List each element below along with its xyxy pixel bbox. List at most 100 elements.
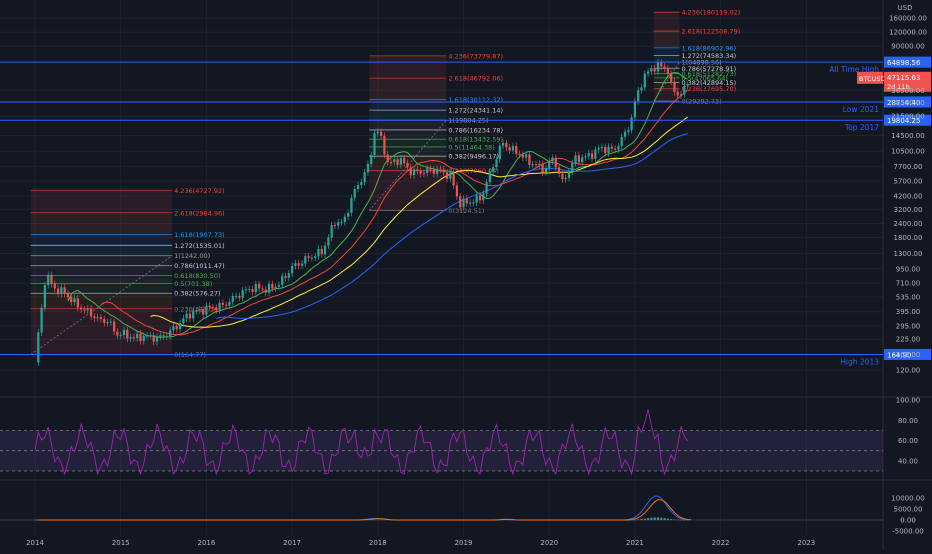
- time-tick-label: 2014: [26, 539, 44, 547]
- level-label: Top 2017: [844, 123, 879, 132]
- candle-body: [327, 237, 330, 246]
- price-tick-label: 10500.00: [891, 148, 924, 156]
- candle-body: [679, 94, 683, 96]
- candle-body: [317, 248, 320, 257]
- candle-body: [205, 305, 208, 315]
- fib-zone: [30, 308, 173, 355]
- candle-body: [637, 90, 640, 102]
- fib-zone: [369, 78, 447, 100]
- fib-level-label: 0.236(419.50): [174, 305, 220, 313]
- candle-body: [666, 68, 669, 74]
- macd-histogram-bar: [643, 518, 646, 520]
- level-label: High 2013: [840, 357, 879, 366]
- candle-body: [459, 196, 462, 208]
- macd-tick-label: 0.00: [900, 517, 916, 525]
- candle-body: [600, 146, 604, 148]
- candle-body: [307, 256, 310, 259]
- candle-body: [47, 274, 50, 286]
- candle-body: [412, 169, 416, 176]
- candle-body: [192, 310, 195, 319]
- candle-body: [653, 68, 656, 72]
- time-tick-label: 2015: [112, 539, 130, 547]
- time-tick-label: 2023: [797, 539, 815, 547]
- fib-level-label: 1(1242.00): [174, 252, 210, 260]
- level-price-tag: [884, 96, 931, 108]
- candle-body: [343, 216, 346, 223]
- candle-body: [683, 85, 686, 95]
- candle-body: [686, 84, 689, 86]
- candle-body: [534, 164, 538, 166]
- candle-body: [258, 283, 261, 289]
- fib-zone: [30, 265, 173, 276]
- candle-body: [277, 284, 281, 287]
- symbol-tag: [857, 71, 883, 84]
- candle-body: [501, 142, 505, 146]
- candle-body: [182, 318, 185, 324]
- candle-body: [340, 222, 343, 224]
- candle-body: [646, 71, 650, 74]
- candle-body: [198, 309, 201, 311]
- fib-zone: [653, 62, 680, 69]
- candle-body: [291, 265, 294, 274]
- candle-body: [172, 326, 175, 331]
- candle-body: [76, 298, 79, 308]
- fib-level-label: 0.382(576.27): [174, 290, 220, 298]
- fib-level-label: 1.272(74583.34): [681, 52, 736, 60]
- price-tick-label: 120000.00: [889, 29, 927, 37]
- candle-body: [363, 172, 366, 183]
- macd-histogram-bar: [656, 517, 659, 520]
- macd-histogram-bar: [676, 519, 679, 521]
- fib-level-label: 0.786(57278.91): [681, 65, 736, 73]
- price-tick-label: 120.00: [896, 367, 921, 375]
- candle-body: [541, 163, 544, 173]
- current-price-tag: [884, 71, 931, 92]
- candle-body: [119, 335, 122, 337]
- candle-body: [333, 225, 337, 227]
- level-price-text: 19804.25: [887, 117, 920, 125]
- fib-level-label: 1.618(30112.32): [448, 96, 503, 104]
- fib-trend-line: [30, 255, 173, 355]
- fib-level-label: 2.618(122508.79): [681, 28, 740, 36]
- price-tick-label: 535.00: [896, 293, 921, 301]
- candle-body: [478, 195, 482, 201]
- candle-body: [554, 157, 557, 168]
- price-tick-label: 5700.00: [894, 178, 923, 186]
- candle-body: [557, 167, 561, 174]
- fib-zone: [653, 12, 680, 32]
- candle-body: [70, 297, 73, 303]
- candle-body: [43, 285, 46, 308]
- candle-body: [37, 332, 40, 363]
- candle-body: [577, 155, 580, 163]
- candle-body: [264, 289, 267, 293]
- candle-body: [300, 263, 304, 266]
- macd-tick-label: -5000.00: [892, 528, 923, 536]
- fib-level-label: 0.786(16234.78): [448, 126, 503, 134]
- candle-body: [89, 308, 93, 317]
- fib-zone: [30, 293, 173, 309]
- candle-body: [136, 333, 139, 339]
- candle-body: [587, 153, 590, 157]
- fib-zone: [30, 190, 173, 213]
- candle-body: [571, 163, 574, 172]
- candle-body: [178, 323, 182, 330]
- fib-zone: [30, 212, 173, 235]
- macd-histogram-bar: [673, 519, 676, 520]
- candle-body: [96, 317, 99, 319]
- rsi-band: [0, 430, 883, 471]
- fib-level-label: 2.618(46792.06): [448, 75, 503, 83]
- candle-body: [590, 153, 594, 159]
- current-price-text: 47115.63: [887, 74, 920, 82]
- fib-zone: [30, 283, 173, 294]
- candle-body: [116, 331, 119, 336]
- moving-average-line: [100, 89, 688, 336]
- price-tick-label: 160000.00: [889, 15, 927, 23]
- candle-body: [211, 307, 215, 309]
- candle-body: [617, 146, 620, 150]
- candle-body: [633, 101, 636, 118]
- fib-level-label: 1.272(24341.14): [448, 107, 503, 115]
- fib-zone: [653, 77, 680, 83]
- fib-level-label: 0(164.77): [174, 351, 206, 359]
- candle-body: [492, 167, 495, 172]
